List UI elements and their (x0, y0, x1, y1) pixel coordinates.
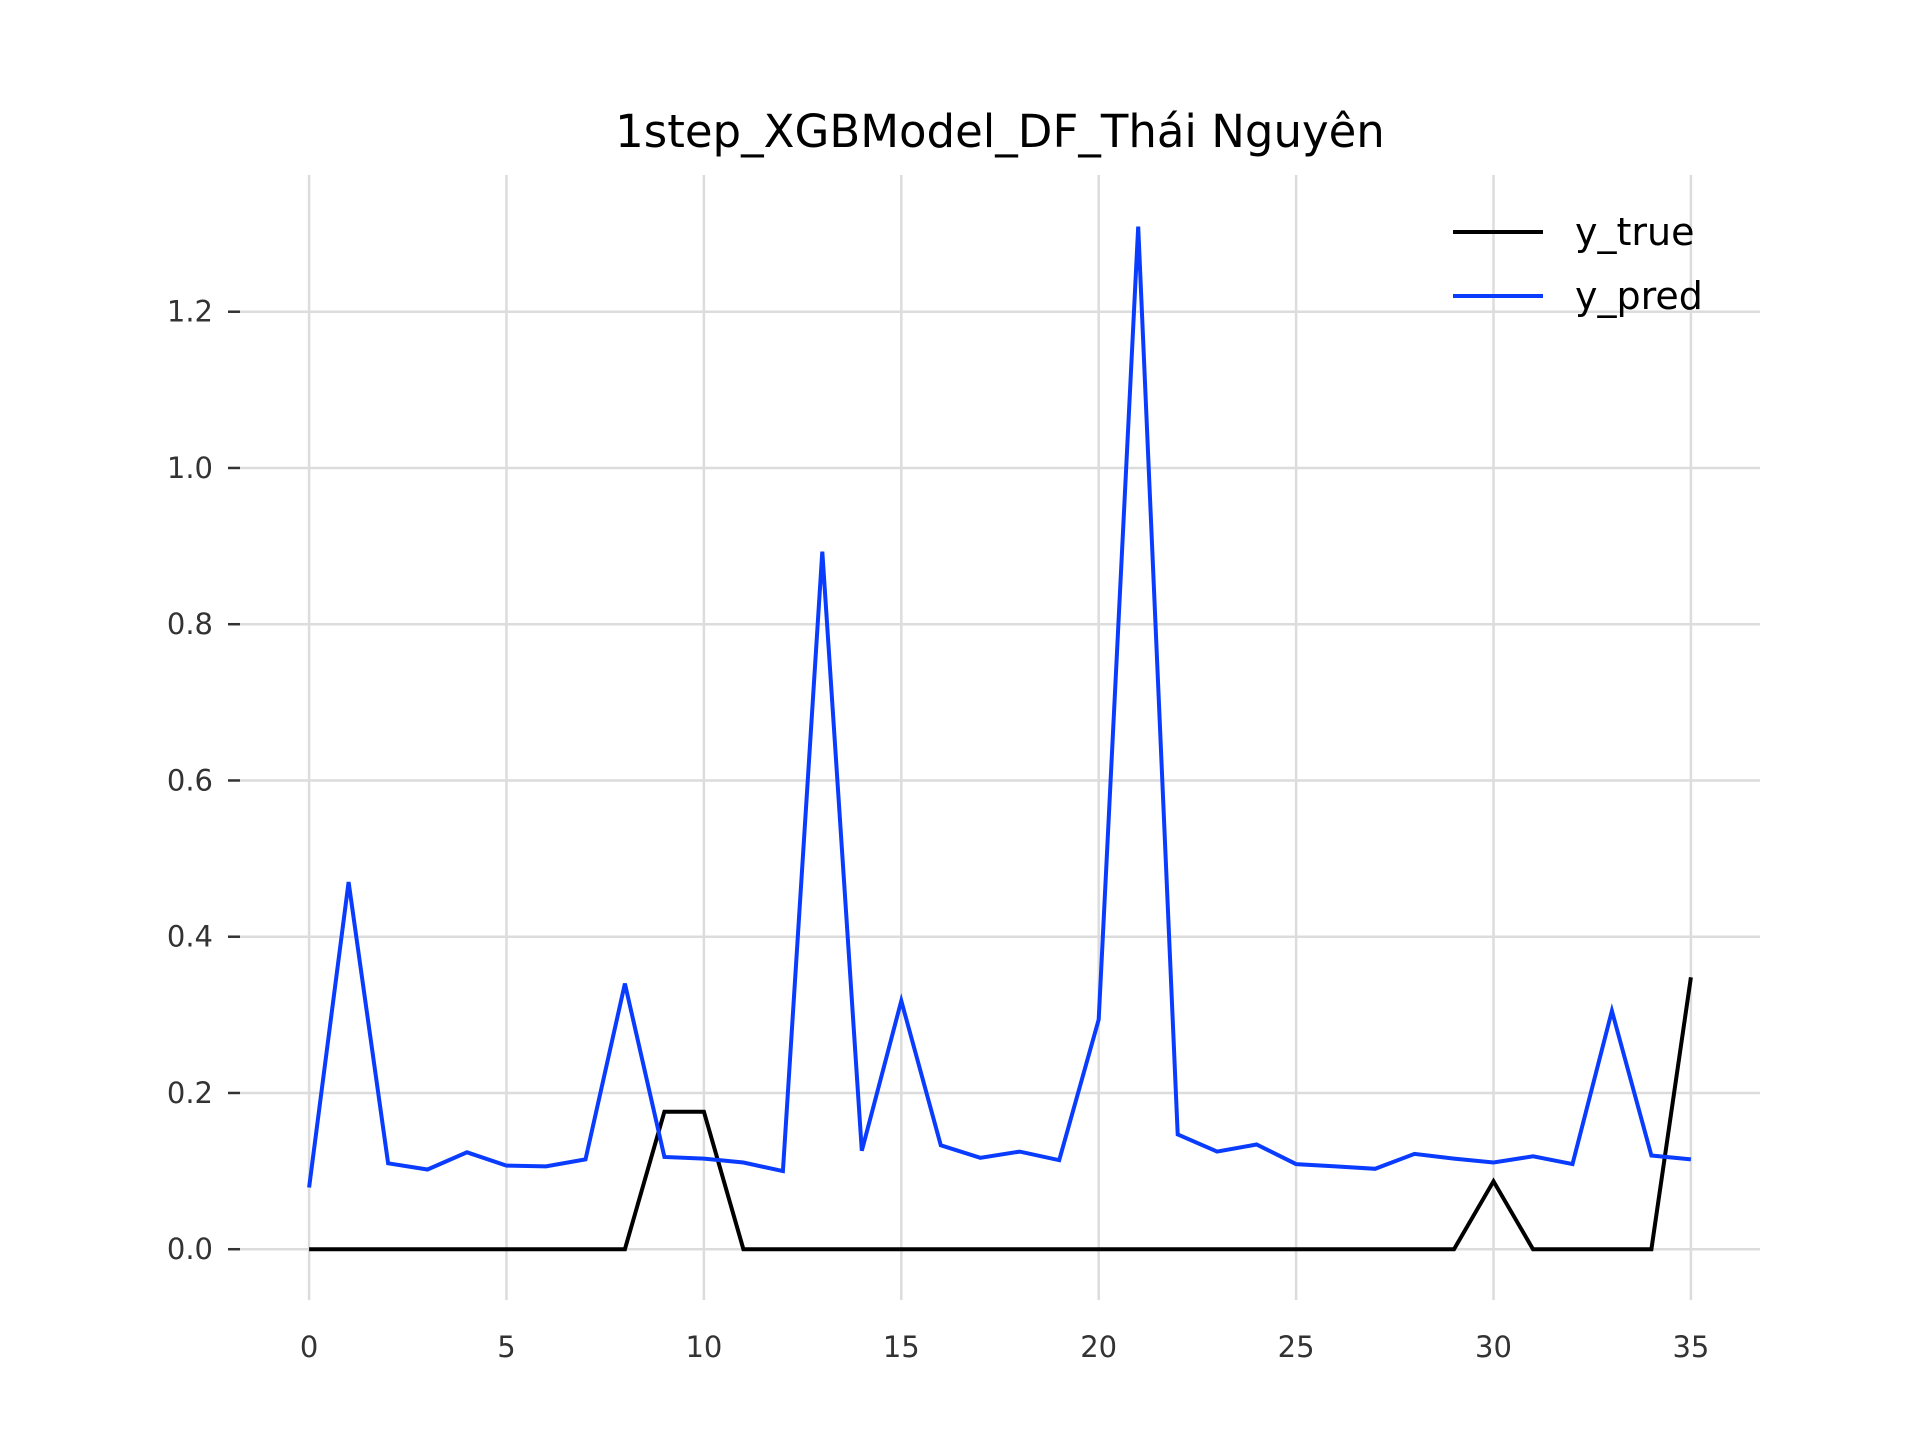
y-tick-label: 1.0 (167, 451, 213, 485)
axes: 0 5 10 15 20 25 30 35 0.0 0.2 0.4 0.6 0.8 1.0 1.2 (167, 295, 1709, 1364)
y-tick-label: 0.8 (167, 607, 213, 641)
x-tick-label: 0 (300, 1330, 318, 1364)
x-tick-label: 35 (1672, 1330, 1709, 1364)
y-tick-label: 1.2 (167, 295, 213, 329)
legend: y_true y_pred (1453, 210, 1703, 318)
series-lines (307, 226, 1693, 1252)
x-tick-label: 10 (685, 1330, 722, 1364)
x-tick-label: 20 (1080, 1330, 1117, 1364)
x-tick-label: 25 (1278, 1330, 1315, 1364)
series-line-y-true (309, 977, 1693, 1252)
y-tick-label: 0.0 (167, 1232, 213, 1266)
x-tick-label: 15 (883, 1330, 920, 1364)
chart-title: 1step_XGBModel_DF_Thái Nguyên (615, 105, 1385, 158)
x-tick-label: 5 (497, 1330, 515, 1364)
legend-label: y_pred (1575, 274, 1703, 318)
series-line-y-pred (307, 226, 1692, 1188)
y-tick-label: 0.4 (167, 920, 213, 954)
legend-label: y_true (1575, 210, 1694, 254)
x-tick-label: 30 (1475, 1330, 1512, 1364)
y-tick-label: 0.2 (167, 1076, 213, 1110)
y-tick-label: 0.6 (167, 763, 213, 797)
